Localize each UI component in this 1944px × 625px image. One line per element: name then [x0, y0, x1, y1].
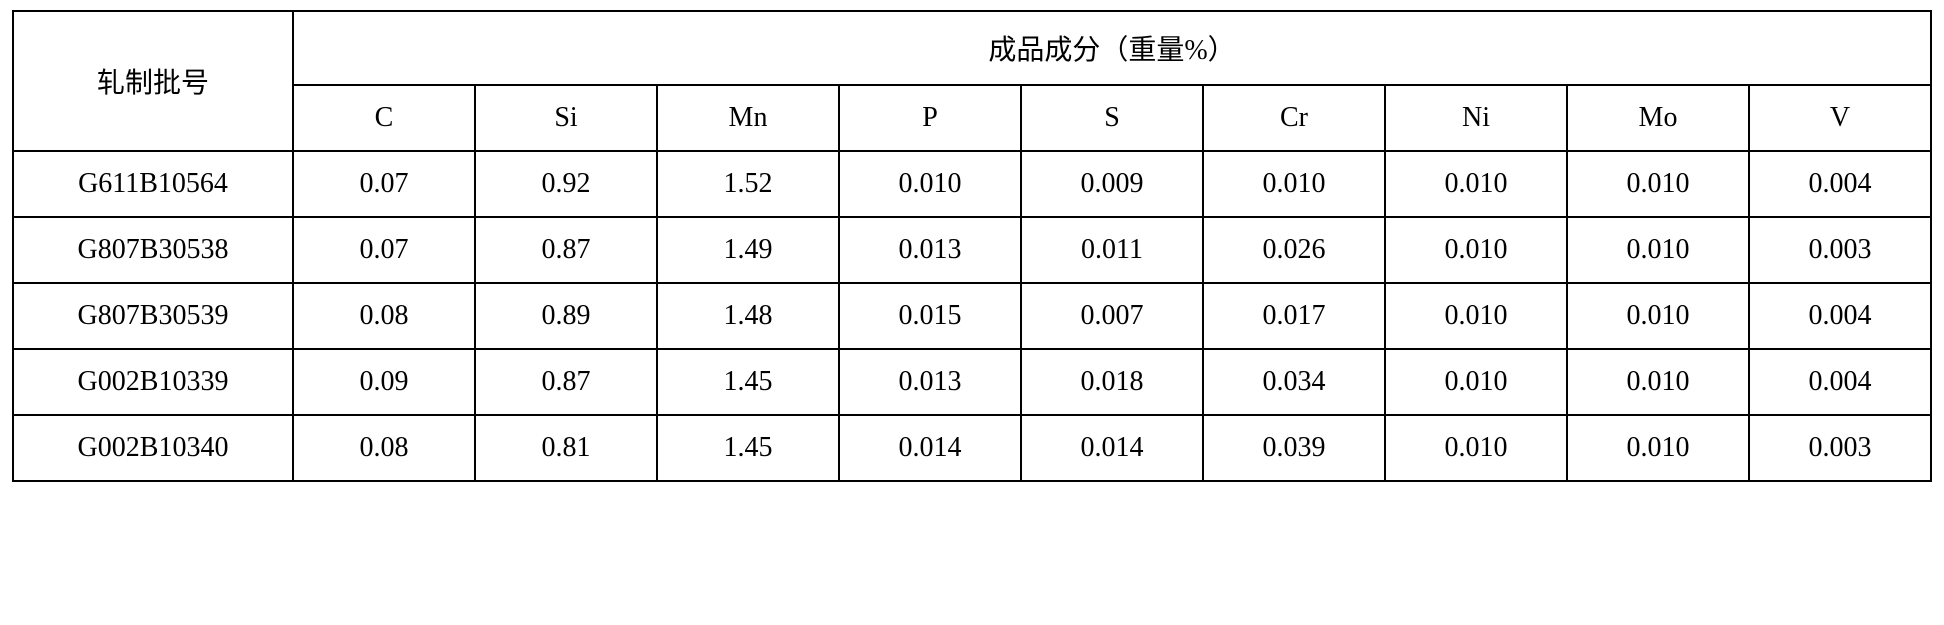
data-cell: 1.49 — [657, 217, 839, 283]
data-cell: 1.45 — [657, 349, 839, 415]
data-cell: 0.010 — [839, 151, 1021, 217]
data-cell: 0.010 — [1385, 283, 1567, 349]
batch-cell: G807B30539 — [13, 283, 293, 349]
table-row: G002B10339 0.09 0.87 1.45 0.013 0.018 0.… — [13, 349, 1931, 415]
data-cell: 0.010 — [1567, 283, 1749, 349]
batch-cell: G002B10340 — [13, 415, 293, 481]
data-cell: 0.010 — [1385, 151, 1567, 217]
data-cell: 0.87 — [475, 349, 657, 415]
composition-header: 成品成分（重量%） — [293, 11, 1931, 85]
col-header-ni: Ni — [1385, 85, 1567, 151]
data-cell: 0.026 — [1203, 217, 1385, 283]
data-cell: 0.92 — [475, 151, 657, 217]
col-header-cr: Cr — [1203, 85, 1385, 151]
col-header-p: P — [839, 85, 1021, 151]
col-header-c: C — [293, 85, 475, 151]
table-header-row-1: 轧制批号 成品成分（重量%） — [13, 11, 1931, 85]
table-row: G807B30538 0.07 0.87 1.49 0.013 0.011 0.… — [13, 217, 1931, 283]
data-cell: 0.009 — [1021, 151, 1203, 217]
data-cell: 0.014 — [839, 415, 1021, 481]
data-cell: 0.004 — [1749, 283, 1931, 349]
data-cell: 0.08 — [293, 415, 475, 481]
data-cell: 0.013 — [839, 349, 1021, 415]
col-header-v: V — [1749, 85, 1931, 151]
data-cell: 1.45 — [657, 415, 839, 481]
batch-header: 轧制批号 — [13, 11, 293, 151]
table-body: G611B10564 0.07 0.92 1.52 0.010 0.009 0.… — [13, 151, 1931, 481]
data-cell: 0.08 — [293, 283, 475, 349]
data-cell: 0.014 — [1021, 415, 1203, 481]
data-cell: 0.004 — [1749, 349, 1931, 415]
data-cell: 0.015 — [839, 283, 1021, 349]
data-cell: 0.013 — [839, 217, 1021, 283]
col-header-s: S — [1021, 85, 1203, 151]
batch-cell: G807B30538 — [13, 217, 293, 283]
data-cell: 0.039 — [1203, 415, 1385, 481]
data-cell: 1.48 — [657, 283, 839, 349]
data-cell: 0.010 — [1385, 415, 1567, 481]
data-cell: 1.52 — [657, 151, 839, 217]
data-cell: 0.89 — [475, 283, 657, 349]
batch-cell: G002B10339 — [13, 349, 293, 415]
data-cell: 0.07 — [293, 151, 475, 217]
data-cell: 0.010 — [1203, 151, 1385, 217]
table-header-row-2: C Si Mn P S Cr Ni Mo V — [13, 85, 1931, 151]
table-row: G611B10564 0.07 0.92 1.52 0.010 0.009 0.… — [13, 151, 1931, 217]
data-cell: 0.010 — [1385, 349, 1567, 415]
data-cell: 0.011 — [1021, 217, 1203, 283]
composition-table: 轧制批号 成品成分（重量%） C Si Mn P S Cr Ni Mo V G6… — [12, 10, 1932, 482]
data-cell: 0.010 — [1567, 415, 1749, 481]
col-header-mn: Mn — [657, 85, 839, 151]
data-cell: 0.017 — [1203, 283, 1385, 349]
data-cell: 0.018 — [1021, 349, 1203, 415]
data-cell: 0.003 — [1749, 217, 1931, 283]
data-cell: 0.09 — [293, 349, 475, 415]
data-cell: 0.07 — [293, 217, 475, 283]
data-cell: 0.010 — [1567, 151, 1749, 217]
data-cell: 0.010 — [1567, 217, 1749, 283]
data-cell: 0.007 — [1021, 283, 1203, 349]
col-header-mo: Mo — [1567, 85, 1749, 151]
col-header-si: Si — [475, 85, 657, 151]
data-cell: 0.003 — [1749, 415, 1931, 481]
table-row: G002B10340 0.08 0.81 1.45 0.014 0.014 0.… — [13, 415, 1931, 481]
data-cell: 0.010 — [1385, 217, 1567, 283]
data-cell: 0.010 — [1567, 349, 1749, 415]
data-cell: 0.034 — [1203, 349, 1385, 415]
data-cell: 0.87 — [475, 217, 657, 283]
table-row: G807B30539 0.08 0.89 1.48 0.015 0.007 0.… — [13, 283, 1931, 349]
data-cell: 0.81 — [475, 415, 657, 481]
batch-cell: G611B10564 — [13, 151, 293, 217]
data-cell: 0.004 — [1749, 151, 1931, 217]
